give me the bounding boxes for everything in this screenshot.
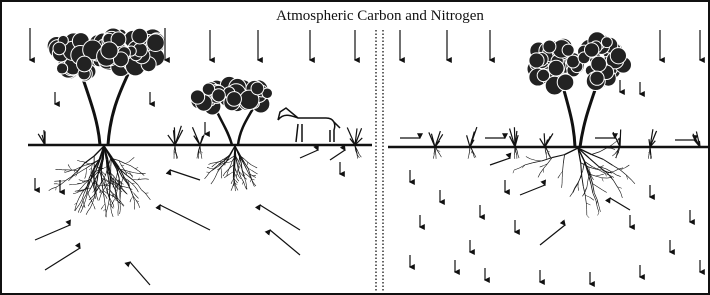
title: Atmospheric Carbon and Nitrogen: [276, 8, 484, 24]
leaf-cluster: [590, 71, 604, 85]
leaf-cluster: [610, 48, 626, 64]
leaf-cluster: [601, 37, 612, 48]
leaf-cluster: [584, 43, 598, 57]
leaf-cluster: [212, 89, 225, 102]
root: [235, 146, 236, 156]
leaf-cluster: [227, 92, 242, 107]
leaf-cluster: [190, 90, 204, 104]
leaf-cluster: [562, 44, 574, 56]
diagram: Atmospheric Carbon and Nitrogen: [0, 0, 710, 295]
leaf-cluster: [251, 82, 264, 95]
leaf-cluster: [101, 42, 118, 59]
leaf-cluster: [147, 34, 165, 52]
leaf-cluster: [56, 63, 67, 74]
leaf-cluster: [529, 53, 544, 68]
leaf-cluster: [591, 56, 607, 72]
leaf-cluster: [548, 60, 564, 76]
leaf-cluster: [53, 42, 66, 55]
leaf-cluster: [557, 74, 574, 91]
leaf-cluster: [537, 69, 549, 81]
leaf-cluster: [132, 28, 148, 44]
leaf-cluster: [543, 40, 556, 53]
leaf-cluster: [77, 56, 93, 72]
page: Atmospheric Carbon and Nitrogen (() => {…: [0, 0, 710, 295]
